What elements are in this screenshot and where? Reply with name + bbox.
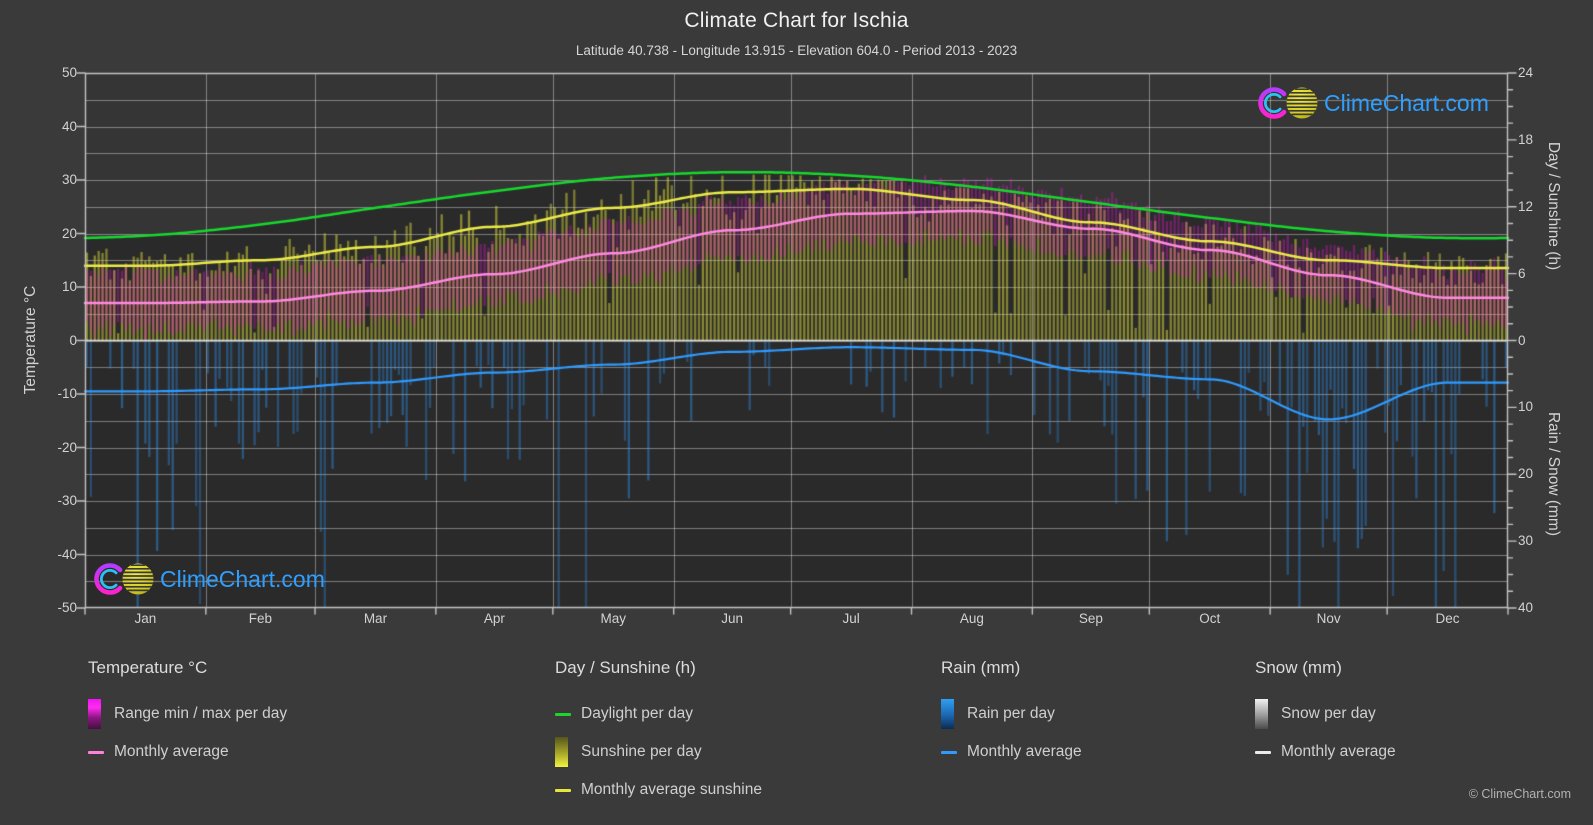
- month-axis-label: Jul: [842, 611, 860, 626]
- rain-snow-axis-title: Rain / Snow (mm): [1545, 411, 1562, 537]
- legend-item-label: Daylight per day: [581, 705, 694, 722]
- legend-item-rain: Rain per day: [941, 695, 1082, 733]
- snow-avg-line-icon: [1255, 750, 1271, 754]
- chart-legend: Temperature °C Range min / max per day Mon…: [0, 658, 1593, 818]
- logo-ring-inner-icon: [100, 569, 118, 589]
- temp-axis-tick-label: 10: [61, 279, 77, 294]
- day-axis-tick-label: 24: [1518, 65, 1534, 80]
- logo-ring-outer-icon: [1258, 87, 1287, 119]
- rain-axis-tick-label: 40: [1518, 600, 1534, 615]
- legend-heading: Rain (mm): [941, 658, 1021, 677]
- month-axis-label: May: [600, 611, 626, 626]
- legend-group-daylight: Day / Sunshine (h) Daylight per day Sunshi…: [555, 658, 762, 809]
- month-axis-label: Oct: [1199, 611, 1221, 626]
- sunshine-swatch-icon: [555, 737, 568, 767]
- temp-axis-tick-label: 0: [69, 332, 77, 348]
- legend-item-label: Rain per day: [967, 705, 1055, 722]
- temp-axis-tick-label: -40: [57, 546, 77, 562]
- month-axis-label: Dec: [1435, 611, 1460, 626]
- legend-heading: Day / Sunshine (h): [555, 658, 696, 677]
- logo-sun-stripes-icon: [122, 564, 154, 592]
- month-axis-label: Mar: [363, 611, 388, 626]
- legend-group-rain: Rain (mm) Rain per day Monthly average: [941, 658, 1082, 771]
- daylight-line-icon: [555, 712, 571, 716]
- month-axis-label: Jun: [721, 611, 744, 626]
- snow-swatch-icon: [1255, 699, 1268, 729]
- day-axis-tick-label: 18: [1518, 131, 1534, 147]
- day-axis-tick-label: 12: [1518, 198, 1534, 214]
- rain-axis-tick-label: 20: [1518, 466, 1534, 482]
- legend-item-snow: Snow per day: [1255, 695, 1396, 733]
- temp-axis-tick-label: 40: [61, 118, 77, 134]
- legend-item-label: Monthly average: [1281, 743, 1396, 760]
- temp-axis-tick-label: 50: [61, 65, 77, 80]
- copyright-notice: © ClimeChart.com: [1468, 787, 1571, 801]
- page-title: Climate Chart for Ischia: [684, 9, 909, 32]
- rain-axis-tick-label: 10: [1518, 399, 1534, 415]
- day-axis-tick-label: 0: [1518, 332, 1526, 348]
- legend-item-label: Range min / max per day: [114, 705, 288, 722]
- legend-heading: Temperature °C: [88, 658, 208, 677]
- temp-range-swatch-icon: [88, 699, 101, 729]
- legend-item-temp-range: Range min / max per day: [88, 695, 287, 733]
- month-axis-label: Apr: [483, 611, 505, 626]
- legend-group-temp-range: Temperature °C Range min / max per day Mon…: [88, 658, 287, 771]
- logo-ring-inner-icon: [1264, 93, 1282, 113]
- legend-item-sunshine-avg: Monthly average sunshine: [555, 771, 762, 809]
- day-axis-tick-label: 6: [1518, 265, 1526, 281]
- legend-item-temp-avg: Monthly average: [88, 733, 287, 771]
- rain-axis-tick-label: 30: [1518, 533, 1534, 549]
- legend-item-snow-avg: Monthly average: [1255, 733, 1396, 771]
- logo-sun-stripes-icon: [1286, 88, 1318, 116]
- legend-item-sunshine: Sunshine per day: [555, 733, 762, 771]
- legend-item-rain-avg: Monthly average: [941, 733, 1082, 771]
- legend-item-daylight: Daylight per day: [555, 695, 762, 733]
- temp-avg-line-icon: [88, 750, 104, 754]
- logo-ring-outer-icon: [94, 563, 123, 595]
- month-axis-label: Jan: [134, 611, 157, 626]
- month-axis-label: Aug: [959, 611, 984, 626]
- temp-axis-tick-label: -50: [57, 600, 77, 615]
- day-sunshine-axis-title: Day / Sunshine (h): [1545, 141, 1562, 271]
- month-axis-label: Sep: [1078, 611, 1103, 626]
- legend-item-label: Monthly average: [114, 743, 229, 760]
- legend-item-label: Snow per day: [1281, 705, 1376, 722]
- legend-group-snow: Snow (mm) Snow per day Monthly average: [1255, 658, 1396, 771]
- climechart-logo-top: ClimeChart.com: [1256, 83, 1494, 128]
- rain-avg-line-icon: [941, 750, 957, 754]
- legend-item-label: Monthly average: [967, 743, 1082, 760]
- temp-axis-tick-label: -20: [57, 439, 77, 455]
- temp-axis-tick-label: 30: [61, 172, 77, 187]
- legend-heading: Snow (mm): [1255, 658, 1342, 677]
- rain-swatch-icon: [941, 699, 954, 729]
- climechart-logo-bottom: ClimeChart.com: [92, 559, 330, 604]
- logo-wordmark: ClimeChart.com: [1324, 90, 1489, 116]
- temp-axis-tick-label: -10: [57, 386, 77, 401]
- page-subtitle: Latitude 40.738 - Longitude 13.915 - Ele…: [575, 43, 1018, 58]
- temp-axis-tick-label: 20: [61, 225, 77, 241]
- sunshine-avg-line-icon: [555, 788, 571, 792]
- month-axis-label: Feb: [248, 611, 273, 626]
- legend-item-label: Sunshine per day: [581, 743, 702, 760]
- month-axis-label: Nov: [1316, 611, 1341, 626]
- logo-wordmark: ClimeChart.com: [160, 566, 325, 592]
- legend-item-label: Monthly average sunshine: [581, 781, 762, 798]
- temp-axis-tick-label: -30: [57, 493, 77, 508]
